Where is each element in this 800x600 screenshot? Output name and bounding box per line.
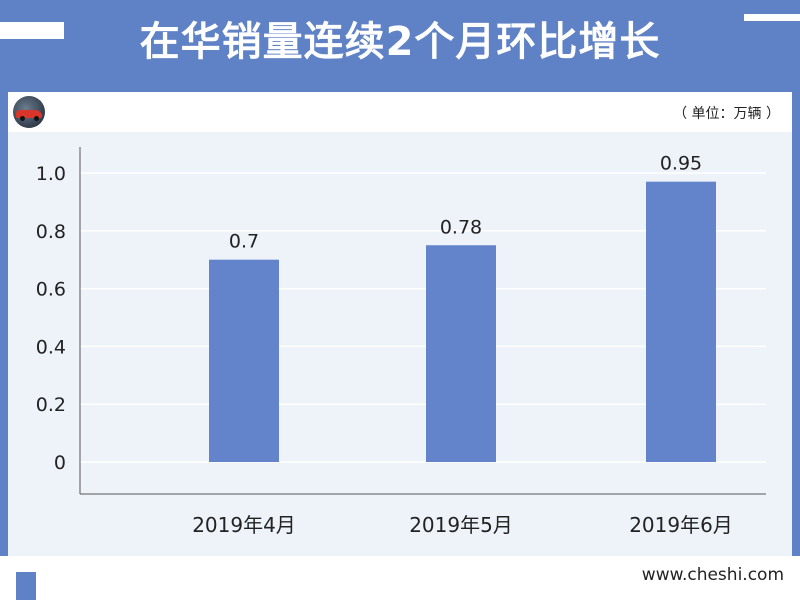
bar <box>209 259 279 462</box>
y-tick-label: 0.4 <box>36 336 66 358</box>
car-wheel-shape <box>34 116 39 121</box>
bar-data-label: 0.78 <box>440 216 482 238</box>
header-accent-right <box>744 14 800 21</box>
bar <box>646 181 716 463</box>
car-logo-icon <box>13 96 45 128</box>
car-wheel-shape <box>20 116 25 121</box>
bar <box>426 245 496 462</box>
x-tick-label: 2019年5月 <box>409 513 513 537</box>
y-tick-label: 0.2 <box>36 394 66 416</box>
bar-data-label: 0.7 <box>229 231 259 253</box>
car-body-shape <box>16 110 42 118</box>
y-tick-label: 1.0 <box>36 163 66 185</box>
y-tick-label: 0 <box>54 452 66 474</box>
footer-strip <box>0 556 800 600</box>
header-accent-left <box>0 22 64 39</box>
y-tick-label: 0.8 <box>36 221 66 243</box>
y-tick-label: 0.6 <box>36 279 66 301</box>
unit-label: （ 单位：万辆 ） <box>673 106 780 122</box>
footer-accent <box>16 572 36 600</box>
watermark: www.cheshi.com <box>641 565 784 585</box>
page-title: 在华销量连续2个月环比增长 <box>139 19 661 65</box>
x-tick-label: 2019年6月 <box>629 513 733 537</box>
x-tick-label: 2019年4月 <box>192 513 296 537</box>
bar-data-label: 0.95 <box>660 153 702 175</box>
